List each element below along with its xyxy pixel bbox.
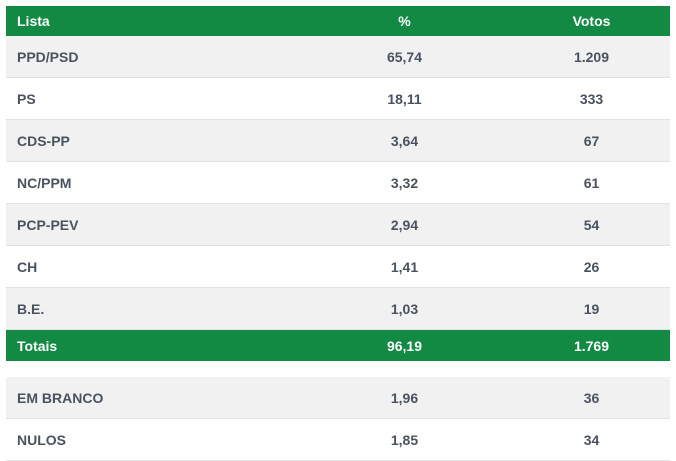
table-row: PPD/PSD 65,74 1.209 [6,36,670,78]
row-votes: 26 [583,258,600,275]
row-percent: 2,94 [390,216,419,233]
row-percent: 3,64 [390,132,419,149]
totals-votes: 1.769 [573,337,610,354]
row-list: EM BRANCO [17,389,104,406]
table-row: CDS-PP 3,64 67 [6,120,670,162]
row-list: PS [17,90,36,107]
header-list: Lista [17,13,50,29]
row-list: CDS-PP [17,132,70,149]
table-spacer [6,361,670,377]
row-percent: 3,32 [390,174,419,191]
totals-label: Totais [17,337,58,354]
header-percent: % [398,13,411,29]
totals-percent: 96,19 [386,337,423,354]
row-percent: 1,03 [390,300,419,317]
row-list: PCP-PEV [17,216,79,233]
row-votes: 19 [583,300,600,317]
table-row: PS 18,11 333 [6,78,670,120]
row-votes: 36 [583,389,600,406]
row-votes: 1.209 [573,48,610,65]
table-header: Lista % Votos [6,6,670,36]
row-votes: 333 [579,90,604,107]
row-percent: 1,85 [390,431,419,448]
table-row: EM BRANCO 1,96 36 [6,377,670,419]
table-row: B.E. 1,03 19 [6,288,670,330]
row-list: NULOS [17,431,66,448]
row-list: NC/PPM [17,174,72,191]
results-table: Lista % Votos PPD/PSD 65,74 1.209 PS 18,… [6,6,670,461]
totals-row: Totais 96,19 1.769 [6,330,670,361]
row-votes: 67 [583,132,600,149]
row-percent: 1,41 [390,258,419,275]
row-list: PPD/PSD [17,48,79,65]
header-votes: Votos [572,13,611,29]
row-votes: 54 [583,216,600,233]
table-row: NULOS 1,85 34 [6,419,670,461]
table-row: CH 1,41 26 [6,246,670,288]
row-percent: 65,74 [386,48,423,65]
table-row: PCP-PEV 2,94 54 [6,204,670,246]
row-votes: 61 [583,174,600,191]
row-percent: 1,96 [390,389,419,406]
table-row: NC/PPM 3,32 61 [6,162,670,204]
row-votes: 34 [583,431,600,448]
row-percent: 18,11 [387,90,422,107]
row-list: CH [17,258,38,275]
row-list: B.E. [17,300,45,317]
